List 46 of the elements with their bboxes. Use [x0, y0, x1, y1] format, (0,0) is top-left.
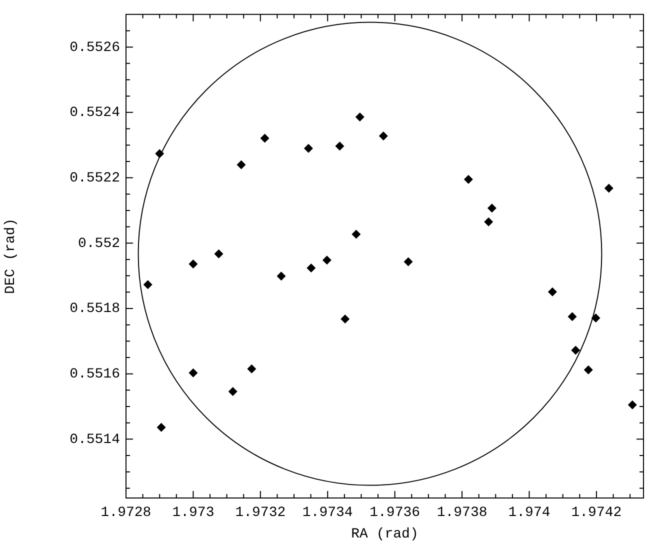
x-tick-label: 1.973	[172, 505, 214, 522]
x-tick-label: 1.9736	[370, 505, 420, 522]
point	[484, 217, 494, 226]
y-tick-label: 0.5526	[70, 40, 120, 56]
x-tick-label: 1.9732	[235, 505, 286, 522]
point	[604, 184, 614, 193]
point	[306, 263, 316, 272]
x-tick-label: 1.9734	[302, 505, 353, 522]
point	[276, 272, 286, 281]
point	[260, 134, 270, 143]
point	[548, 287, 557, 296]
point	[355, 112, 364, 122]
point	[628, 400, 637, 410]
y-axis-title: DEC (rad)	[3, 218, 20, 294]
point	[156, 422, 166, 432]
point	[571, 346, 580, 355]
point	[352, 230, 361, 239]
point	[378, 131, 388, 140]
y-tick-label: 0.5524	[70, 105, 120, 122]
x-tick-label: 1.9728	[100, 505, 152, 522]
x-axis-title: RA (rad)	[351, 526, 418, 542]
point	[487, 204, 496, 213]
point	[247, 364, 256, 374]
y-tick-label: 0.5522	[70, 170, 120, 186]
point	[304, 144, 313, 153]
point	[236, 160, 246, 170]
point	[584, 365, 593, 374]
point	[335, 142, 344, 151]
point	[464, 174, 473, 184]
y-tick-label: 0.552	[78, 236, 120, 252]
point	[340, 314, 350, 324]
point	[188, 368, 198, 378]
point	[322, 256, 332, 265]
y-tick-label: 0.5518	[70, 301, 120, 318]
point	[568, 312, 577, 322]
point	[591, 313, 600, 322]
y-tick-label: 0.5514	[70, 432, 120, 448]
point	[404, 257, 413, 266]
x-tick-label: 1.9742	[571, 505, 622, 522]
point	[188, 260, 198, 269]
x-tick-label: 1.9738	[436, 505, 488, 522]
point	[214, 249, 224, 258]
point	[143, 280, 152, 290]
y-tick-label: 0.5516	[70, 366, 120, 383]
x-tick-label: 1.974	[508, 505, 550, 522]
point	[228, 386, 238, 396]
